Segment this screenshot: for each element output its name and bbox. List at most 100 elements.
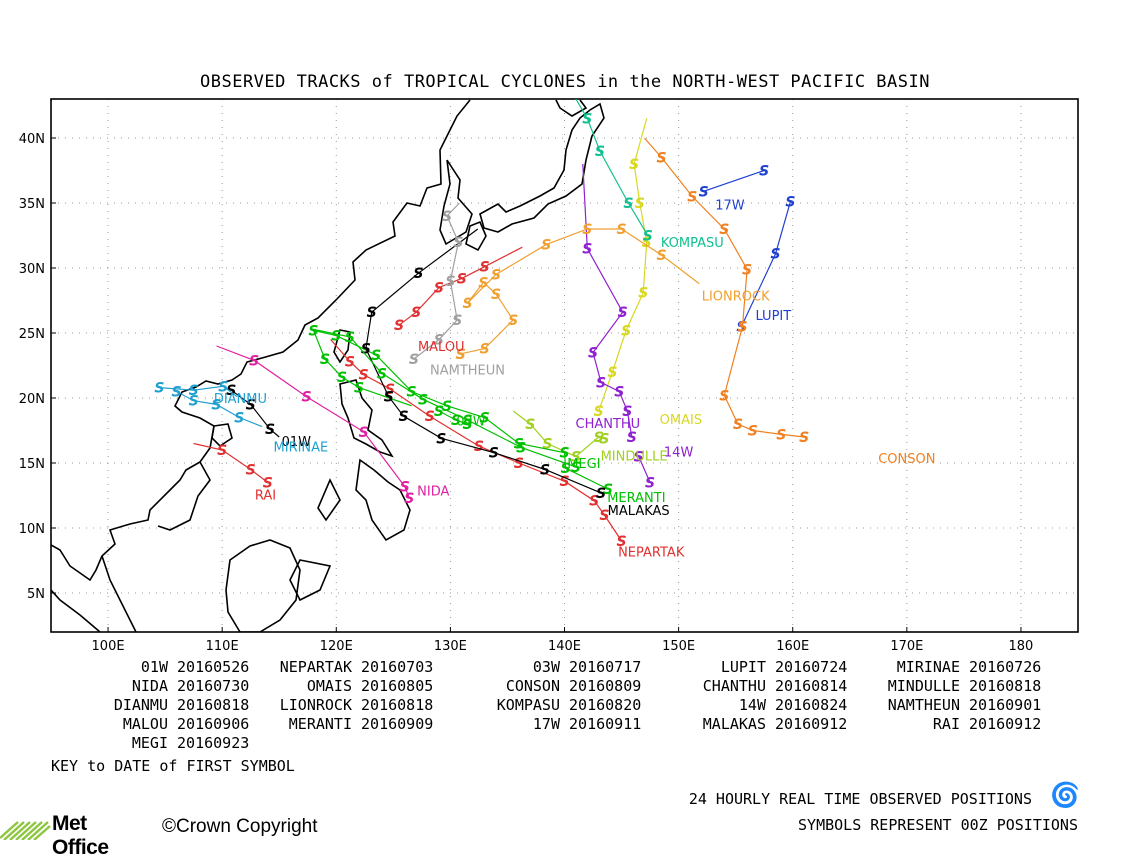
- storm-track-03w: [438, 410, 468, 425]
- cyclone-position-icon: S: [617, 222, 627, 238]
- lon-tick-label: 160E: [776, 639, 809, 654]
- cyclone-position-icon: S: [331, 329, 341, 345]
- lon-tick-label: 150E: [662, 639, 695, 654]
- cyclone-position-icon: S: [246, 463, 256, 479]
- cyclone-position-icon: S: [367, 305, 377, 321]
- storm-label-megi: MEGI: [567, 457, 600, 472]
- storm-label-lionrock: LIONROCK: [702, 290, 770, 305]
- storm-label-chanthu: CHANTHU: [576, 417, 641, 432]
- legend-first-date: 20160724: [766, 658, 848, 676]
- cyclone-position-icon: S: [656, 248, 666, 264]
- lat-tick-label: 20N: [19, 392, 45, 407]
- cyclone-position-icon: S: [359, 425, 369, 441]
- legend-first-date: 20160730: [168, 677, 250, 695]
- cyclone-position-icon: S: [462, 413, 472, 429]
- cyclone-position-icon: S: [737, 320, 747, 336]
- cyclone-position-icon: S: [491, 287, 501, 303]
- storm-label-nida: NIDA: [417, 485, 449, 500]
- cyclone-position-icon: S: [189, 383, 199, 399]
- storm-track-14w: [638, 456, 651, 483]
- legend-entry: MALOU 20160906: [78, 715, 249, 733]
- cyclone-position-icon: S: [589, 494, 599, 510]
- cyclone-position-icon: S: [559, 474, 569, 490]
- lon-tick-label: 100E: [92, 639, 125, 654]
- cyclone-position-icon: S: [354, 381, 364, 397]
- legend-storm-name: DIANMU: [113, 696, 168, 714]
- legend-first-date: 20160805: [352, 677, 434, 695]
- cyclone-position-icon: S: [425, 409, 435, 425]
- cyclone-position-icon: S: [588, 346, 598, 362]
- cyclone-position-icon: S: [400, 479, 410, 495]
- legend-first-date: 20160809: [560, 677, 642, 695]
- met-office-logo-icon: [0, 821, 51, 840]
- legend-entry: 03W 20160717: [470, 658, 641, 676]
- map-title: OBSERVED TRACKS of TROPICAL CYCLONES in …: [200, 72, 930, 92]
- storm-track-lionrock: [460, 228, 700, 355]
- axis-labels: 100E 110E 120E 130E 140E 150E 160E 170E 180 5N 10N…: [19, 132, 1034, 654]
- legend-entry: MEGI 20160923: [78, 734, 249, 752]
- legend-storm-name: CONSON: [505, 677, 560, 695]
- legend-first-date: 20160818: [168, 696, 250, 714]
- cyclone-position-icon: S: [736, 320, 746, 336]
- cyclone-position-icon: S: [154, 381, 164, 397]
- cyclone-position-icon: S: [599, 508, 609, 524]
- storm-track-kompasu: [575, 99, 649, 236]
- cyclone-position-icon: S: [514, 456, 524, 472]
- malay-peninsula-coast: [51, 555, 137, 632]
- cyclone-position-icon: S: [759, 164, 769, 180]
- storm-label-kompasu: KOMPASU: [661, 236, 724, 251]
- legend-first-date: 20160912: [960, 715, 1042, 733]
- cyclone-position-icon: S: [434, 281, 444, 297]
- cyclone-position-icon: S: [542, 437, 552, 453]
- footer-symbols-note: SYMBOLS REPRESENT 00Z POSITIONS: [798, 816, 1078, 834]
- legend-entry: 01W 20160526: [78, 658, 249, 676]
- storm-label-17w: 17W: [715, 199, 745, 214]
- cyclone-position-icon: S: [320, 352, 330, 368]
- japan-honshu-coast: [479, 102, 605, 233]
- storm-track-17w: [703, 169, 765, 192]
- legend-entry: KOMPASU 20160820: [470, 696, 642, 714]
- cyclone-position-icon: S: [603, 482, 613, 498]
- storm-label-mindulle: MINDULLE: [601, 449, 668, 464]
- cyclone-position-icon: S: [748, 424, 758, 440]
- cyclone-position-icon: S: [541, 238, 551, 254]
- cyclone-position-icon: S: [453, 235, 463, 251]
- legend-entry: NAMTHEUN 20160901: [870, 696, 1042, 714]
- cyclone-position-icon: S: [413, 266, 423, 282]
- cyclone-position-icon: S: [480, 260, 490, 276]
- cyclone-position-icon: S: [263, 476, 273, 492]
- legend-first-date: 20160911: [560, 715, 642, 733]
- cyclone-position-icon: S: [719, 388, 729, 404]
- cyclone-position-icon: S: [411, 305, 421, 321]
- legend-storm-name: NAMTHEUN: [887, 696, 960, 714]
- cyclone-position-icon: S: [799, 430, 809, 446]
- cyclone-position-icon: S: [226, 383, 236, 399]
- cyclone-position-icon: S: [217, 443, 227, 459]
- cyclone-position-icon: S: [371, 348, 381, 364]
- storm-track-mirinae: [176, 390, 263, 428]
- met-office-name: Met Office: [52, 812, 109, 859]
- storm-track-01w: [230, 389, 280, 438]
- legend-entry: MINDULLE 20160818: [870, 677, 1042, 695]
- storm-track-malakas: [365, 228, 602, 494]
- legend-entry: CONSON 20160809: [470, 677, 641, 695]
- storm-label-omais: OMAIS: [660, 413, 702, 428]
- cyclone-position-icon: S: [361, 342, 371, 358]
- storm-track-omais: [598, 118, 648, 412]
- lat-tick-label: 5N: [27, 587, 45, 602]
- legend-first-date: 20160901: [960, 696, 1042, 714]
- korea-coast: [439, 159, 473, 246]
- lon-tick-label: 120E: [320, 639, 353, 654]
- storm-track-nida: [216, 345, 410, 499]
- storm-track-megi: [312, 328, 577, 468]
- luzon-coast: [339, 379, 394, 458]
- legend-entry: 14W 20160824: [676, 696, 847, 714]
- cyclone-position-icon: S: [776, 427, 786, 443]
- cyclone-position-icon: S: [474, 439, 484, 455]
- cyclone-position-icon: S: [377, 366, 387, 382]
- legend-entry: MERANTI 20160909: [262, 715, 434, 733]
- legend-storm-name: LUPIT: [720, 658, 766, 676]
- japan-kyushu-coast: [465, 220, 487, 252]
- cyclone-position-icon: S: [643, 229, 653, 245]
